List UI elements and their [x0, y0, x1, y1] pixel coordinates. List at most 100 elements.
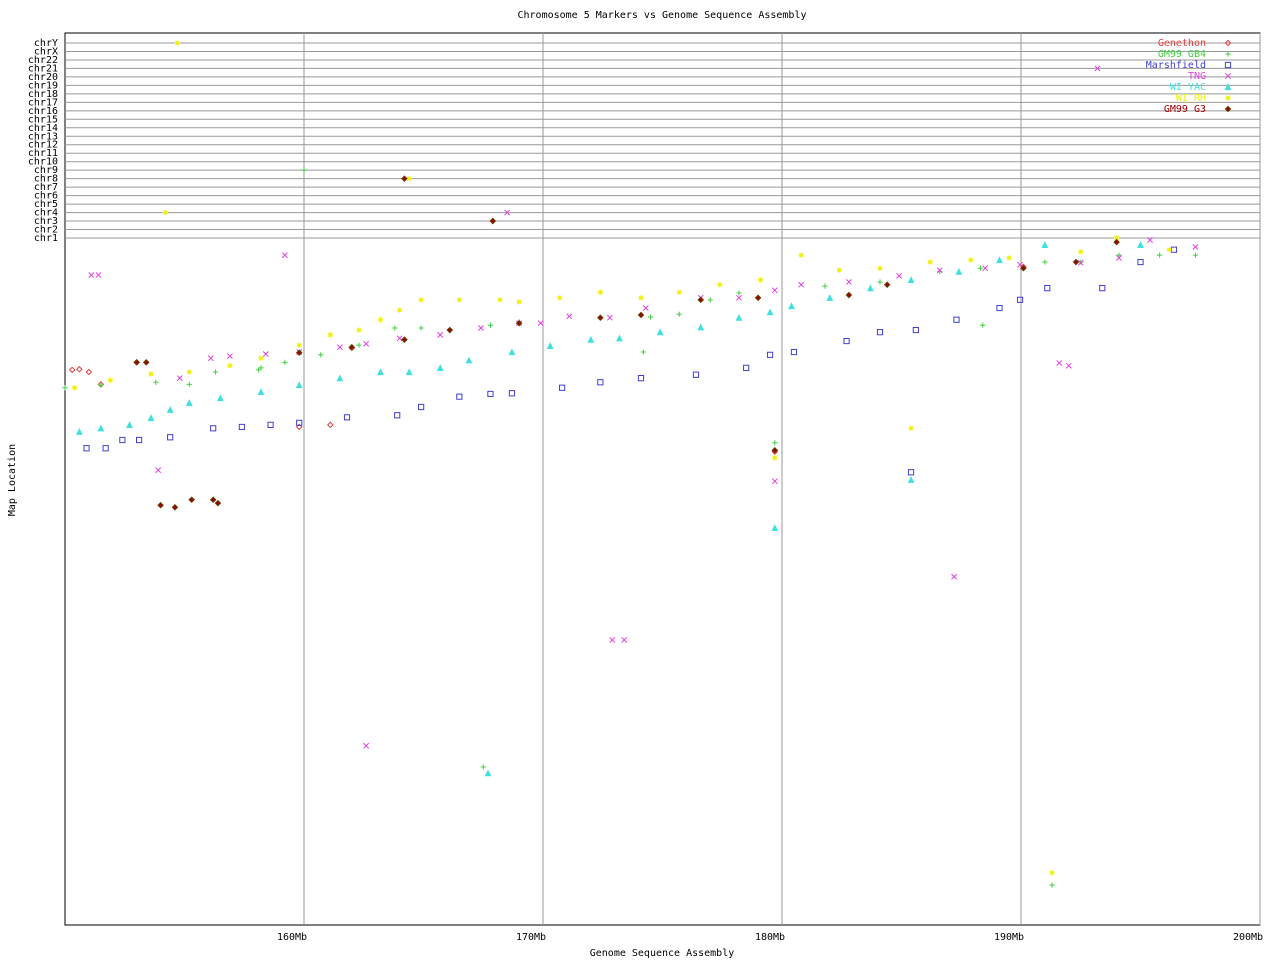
- data-point: [267, 421, 274, 428]
- data-point: [119, 436, 126, 444]
- data-point: [497, 297, 503, 303]
- data-point: [336, 344, 343, 351]
- data-point: [788, 302, 795, 310]
- data-point: [487, 322, 494, 328]
- legend-label: Genethon: [1158, 38, 1206, 49]
- y-tick-label: chr22: [28, 55, 58, 66]
- data-point: [1147, 237, 1154, 244]
- data-point: [83, 445, 90, 452]
- data-point: [1113, 238, 1120, 246]
- data-point: [176, 375, 183, 382]
- data-point: [896, 272, 903, 279]
- data-point: [692, 371, 700, 378]
- data-point: [186, 369, 192, 375]
- data-point: [1116, 254, 1122, 261]
- data-point: [88, 272, 95, 279]
- data-point: [559, 384, 566, 391]
- data-point: [951, 573, 958, 580]
- data-point: [397, 307, 403, 313]
- data-point: [188, 496, 195, 504]
- data-point: [1049, 870, 1055, 876]
- data-point: [1192, 243, 1199, 250]
- data-point: [877, 265, 883, 271]
- data-point: [836, 267, 842, 273]
- data-point: [1116, 252, 1122, 258]
- data-point: [207, 355, 214, 362]
- y-tick-label: chr8: [34, 174, 58, 185]
- data-point: [363, 340, 370, 347]
- data-point: [516, 299, 522, 305]
- data-point: [996, 256, 1003, 264]
- data-point: [97, 424, 105, 432]
- data-point: [766, 351, 774, 358]
- data-point: [1056, 360, 1063, 366]
- data-point: [1020, 264, 1027, 272]
- data-point: [62, 385, 68, 391]
- data-point: [1166, 247, 1172, 253]
- data-point: [1006, 255, 1012, 261]
- data-point: [71, 385, 78, 391]
- x-tick-label: 180Mb: [755, 932, 785, 943]
- data-point: [790, 348, 798, 356]
- data-point: [907, 276, 915, 284]
- data-point: [1157, 252, 1163, 258]
- data-point: [185, 399, 193, 406]
- data-point: [968, 257, 974, 263]
- data-point: [326, 421, 334, 429]
- data-point: [826, 294, 834, 301]
- data-point: [257, 388, 265, 395]
- data-point: [876, 329, 884, 336]
- data-point: [676, 311, 682, 317]
- data-point: [75, 428, 83, 435]
- data-point: [327, 332, 333, 338]
- data-point: [1065, 362, 1072, 369]
- data-point: [484, 769, 492, 777]
- data-point: [348, 343, 356, 351]
- data-point: [401, 336, 408, 343]
- data-point: [566, 313, 573, 320]
- data-point: [1137, 258, 1144, 266]
- data-point: [953, 316, 960, 323]
- data-point: [771, 478, 778, 485]
- data-point: [676, 289, 682, 295]
- data-point: [982, 265, 989, 272]
- data-point: [843, 337, 850, 345]
- data-point: [1192, 252, 1199, 258]
- data-point: [609, 636, 616, 643]
- data-point: [736, 294, 742, 301]
- data-point: [477, 325, 484, 331]
- data-point: [157, 501, 164, 509]
- data-point: [76, 365, 83, 373]
- data-point: [743, 364, 750, 371]
- legend-marker: [1224, 83, 1232, 91]
- data-point: [418, 403, 425, 411]
- y-tick-label: chr6: [34, 191, 58, 202]
- data-point: [166, 406, 174, 413]
- data-point: [487, 390, 494, 398]
- data-point: [1137, 241, 1144, 248]
- data-point: [356, 342, 362, 348]
- data-point: [186, 381, 192, 387]
- legend-label: TNG: [1188, 71, 1206, 82]
- data-point: [295, 349, 303, 357]
- legend-label: Marshfield: [1146, 60, 1206, 71]
- chromosome-point: [504, 209, 511, 216]
- data-point: [436, 364, 444, 371]
- data-point: [637, 311, 645, 319]
- y-tick-label: chr14: [28, 123, 58, 134]
- y-axis-label: Map Location: [7, 444, 18, 516]
- data-point: [68, 366, 76, 374]
- data-point: [418, 325, 424, 331]
- data-point: [216, 394, 224, 402]
- data-point: [171, 503, 179, 511]
- data-point: [282, 359, 288, 365]
- data-point: [754, 294, 762, 302]
- data-point: [262, 351, 269, 358]
- data-point: [546, 342, 554, 349]
- data-point: [640, 349, 646, 355]
- data-point: [907, 469, 915, 476]
- y-tick-label: chr11: [28, 148, 58, 159]
- data-point: [1099, 285, 1106, 292]
- chart-title: Chromosome 5 Markers vs Genome Sequence …: [518, 10, 807, 21]
- data-point: [1114, 235, 1120, 241]
